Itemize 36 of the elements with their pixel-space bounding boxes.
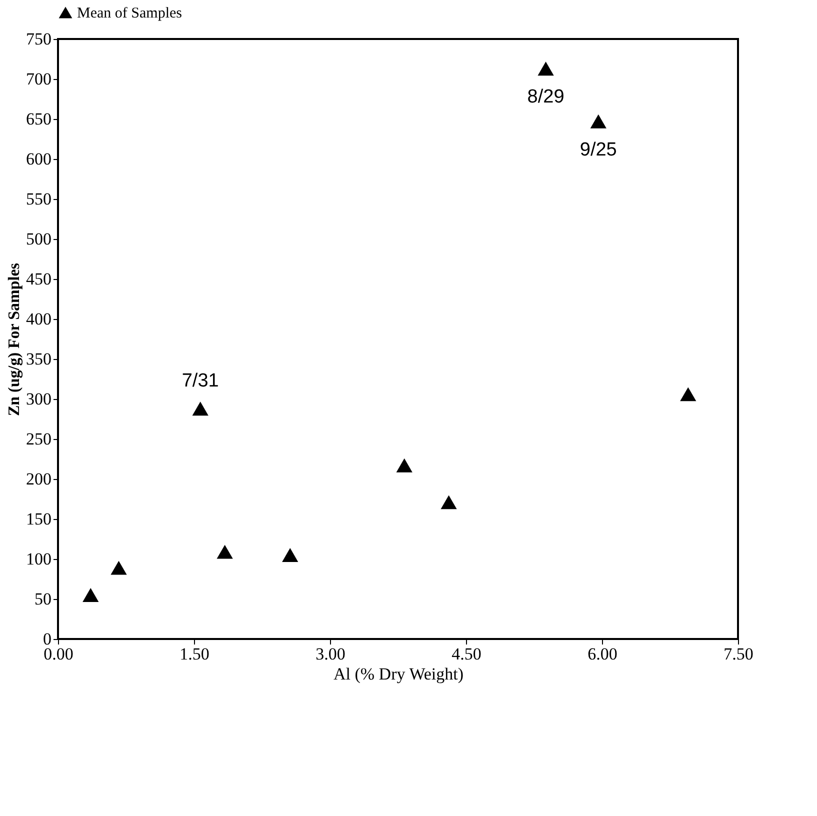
- y-tick-label: 750: [26, 30, 52, 48]
- y-tick-label: 600: [26, 150, 52, 168]
- legend-label: Mean of Samples: [77, 6, 182, 22]
- annotation: 8/29: [527, 86, 564, 108]
- y-tick-label: 300: [26, 390, 52, 408]
- x-tick-label: 7.50: [724, 644, 754, 664]
- point: [680, 387, 696, 402]
- point: [440, 495, 457, 510]
- point: [192, 402, 208, 416]
- x-tick-label: 6.00: [588, 644, 618, 664]
- point: [538, 62, 554, 76]
- y-tick-label: 350: [26, 350, 52, 368]
- y-axis-title: Zn (ug/g) For Samples: [6, 262, 23, 416]
- point: [282, 548, 298, 562]
- x-tick-label: 3.00: [316, 644, 346, 664]
- point: [396, 458, 412, 472]
- y-tick-label: 100: [26, 550, 52, 568]
- y-tick-label: 400: [26, 310, 52, 328]
- y-tick-label: 450: [26, 270, 52, 288]
- point: [590, 114, 606, 128]
- y-tick-label: 200: [26, 470, 52, 488]
- annotation: 7/31: [182, 370, 219, 392]
- y-tick-label: 500: [26, 230, 52, 248]
- y-tick-label: 700: [26, 70, 52, 88]
- y-tick-label: 550: [26, 190, 52, 208]
- y-tick-label: 150: [26, 510, 52, 528]
- x-tick-label: 1.50: [180, 644, 210, 664]
- y-tick-label: 50: [34, 590, 52, 608]
- point: [216, 544, 233, 559]
- x-axis-title: Al (% Dry Weight): [333, 664, 464, 684]
- x-tick-label: 4.50: [452, 644, 482, 664]
- point: [110, 560, 127, 575]
- point: [82, 588, 99, 602]
- annotation: 9/25: [580, 139, 617, 160]
- y-tick-label: 650: [26, 110, 52, 128]
- y-tick-label: 250: [26, 430, 52, 448]
